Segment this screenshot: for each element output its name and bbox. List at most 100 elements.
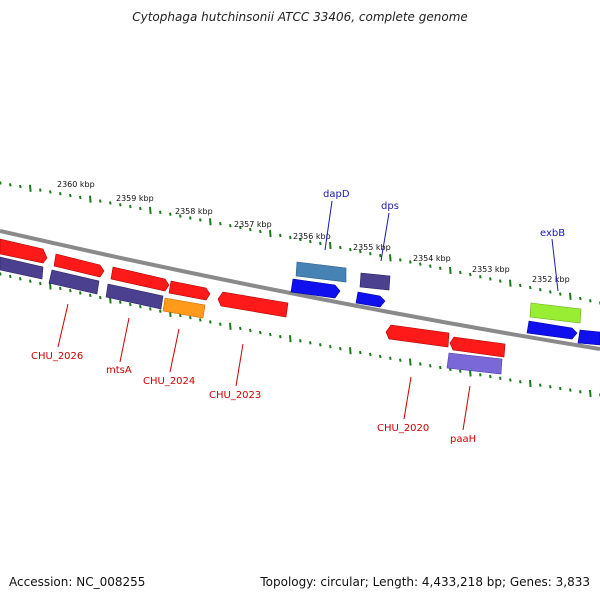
minor-tick — [69, 289, 72, 293]
minor-tick — [169, 212, 172, 216]
kbp-label: 2355 kbp — [353, 243, 391, 252]
kbp-label: 2358 kbp — [175, 207, 213, 216]
major-tick — [389, 254, 392, 262]
minor-tick — [579, 390, 582, 394]
minor-tick — [39, 281, 42, 286]
forward-genes[interactable] — [0, 238, 600, 346]
minor-tick — [179, 214, 182, 218]
gene-forward-blue[interactable] — [355, 291, 386, 308]
gene-label-CHU_2023[interactable]: CHU_2023 — [209, 390, 261, 401]
gene-reverse-navy[interactable] — [105, 283, 164, 310]
leader-dps — [380, 212, 390, 262]
minor-tick — [479, 275, 482, 279]
minor-tick — [509, 378, 512, 382]
minor-tick — [129, 302, 132, 307]
leader-CHU_2020 — [403, 376, 412, 420]
gene-forward-red[interactable] — [110, 266, 170, 292]
minor-tick — [89, 293, 92, 297]
kbp-label: 2356 kbp — [293, 232, 331, 241]
gene-label-CHU_2026[interactable]: CHU_2026 — [31, 351, 83, 362]
major-tick — [149, 206, 152, 214]
gene-reverse-red[interactable] — [449, 336, 506, 358]
minor-tick — [519, 380, 522, 384]
minor-tick — [359, 350, 362, 355]
minor-tick — [329, 345, 332, 349]
gene-forward-blue[interactable] — [526, 320, 578, 340]
minor-tick — [249, 328, 252, 333]
minor-tick — [459, 270, 462, 275]
major-tick — [209, 218, 212, 226]
major-tick — [409, 358, 412, 366]
reverse-genes[interactable] — [48, 269, 506, 375]
minor-tick — [239, 225, 242, 230]
minor-tick — [439, 365, 442, 370]
minor-tick — [299, 237, 302, 242]
minor-tick — [579, 296, 582, 301]
gene-reverse-red[interactable] — [385, 324, 450, 348]
gene-label-exbB[interactable]: exbB — [540, 228, 565, 239]
kbp-label: 2359 kbp — [116, 194, 154, 203]
leader-CHU_2024 — [169, 328, 180, 373]
minor-tick — [259, 330, 262, 335]
gene-label-CHU_2024[interactable]: CHU_2024 — [143, 376, 195, 387]
major-tick — [349, 347, 352, 355]
minor-tick — [109, 201, 112, 205]
map-title: Cytophaga hutchinsonii ATCC 33406, compl… — [132, 10, 468, 24]
minor-tick — [349, 247, 352, 252]
gene-forward-red[interactable] — [0, 238, 48, 264]
gene-reverse-purple[interactable] — [446, 352, 503, 375]
minor-tick — [0, 272, 2, 276]
gene-reverse-navy[interactable] — [48, 269, 100, 295]
major-tick — [89, 195, 92, 203]
minor-tick — [209, 320, 212, 324]
gene-forward-red[interactable] — [53, 253, 105, 278]
leader-mtsA — [119, 317, 130, 363]
gene-forward-blue[interactable] — [577, 329, 600, 346]
minor-tick — [309, 341, 312, 345]
minor-tick — [79, 195, 82, 200]
gene-forward-blue[interactable] — [290, 278, 341, 299]
minor-tick — [139, 305, 142, 309]
kbp-label: 2352 kbp — [532, 275, 570, 284]
minor-tick — [219, 322, 222, 326]
gene-forward-lime[interactable] — [529, 302, 582, 324]
major-tick — [269, 229, 272, 238]
kbp-label: 2360 kbp — [57, 180, 95, 189]
minor-tick — [189, 316, 192, 320]
minor-tick — [549, 385, 552, 389]
minor-tick — [369, 352, 372, 357]
minor-tick — [519, 283, 522, 288]
gene-forward-steel[interactable] — [295, 261, 347, 283]
gene-forward-red[interactable] — [168, 280, 211, 301]
gene-label-paaH[interactable]: paaH — [450, 434, 476, 445]
minor-tick — [69, 193, 72, 198]
minor-tick — [199, 218, 202, 222]
minor-tick — [19, 184, 22, 189]
minor-tick — [259, 229, 262, 234]
minor-tick — [159, 309, 162, 313]
minor-tick — [409, 260, 412, 264]
gene-label-dps[interactable]: dps — [381, 201, 399, 212]
topology-text: Topology: circular; Length: 4,433,218 bp… — [260, 575, 590, 589]
minor-tick — [339, 347, 342, 351]
gene-labels: dapD dps exbB CHU_2026 mtsA CHU_2024 CHU… — [31, 189, 565, 445]
gene-label-dapD[interactable]: dapD — [323, 189, 350, 200]
gene-forward-navy[interactable] — [359, 272, 391, 291]
gene-reverse-orange[interactable] — [162, 297, 206, 319]
minor-tick — [539, 288, 542, 292]
gene-reverse-red[interactable] — [217, 291, 289, 318]
minor-tick — [59, 286, 62, 291]
minor-tick — [339, 245, 342, 250]
major-tick — [569, 292, 572, 300]
gene-label-CHU_2020[interactable]: CHU_2020 — [377, 423, 429, 434]
gene-label-mtsA[interactable]: mtsA — [106, 365, 132, 376]
kbp-scale-labels: 2360 kbp 2359 kbp 2358 kbp 2357 kbp 2356… — [57, 180, 570, 284]
minor-tick — [399, 358, 402, 362]
outer-scale-ticks — [0, 181, 600, 305]
minor-tick — [469, 272, 472, 277]
major-tick — [229, 322, 232, 330]
minor-tick — [139, 206, 142, 211]
gene-forward-navy[interactable] — [0, 256, 44, 280]
minor-tick — [0, 181, 2, 185]
major-tick — [29, 184, 32, 192]
